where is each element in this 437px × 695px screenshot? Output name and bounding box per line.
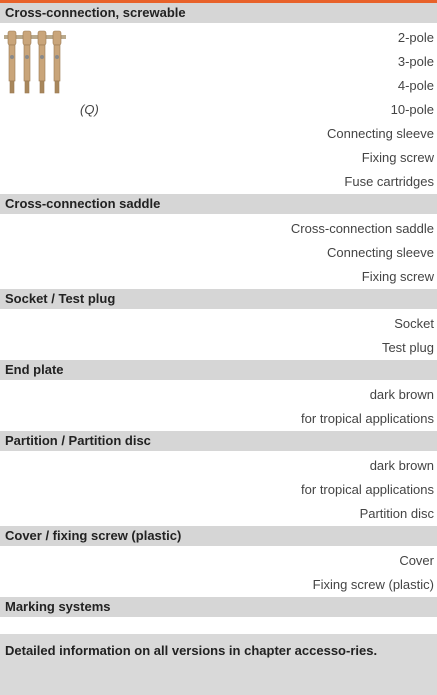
item: Fixing screw — [361, 150, 434, 165]
item: Connecting sleeve — [327, 126, 434, 141]
item: Fuse cartridges — [344, 174, 434, 189]
section: Cover / fixing screw (plastic) Cover Fixin… — [0, 526, 437, 597]
section: End plate dark brown for tropical applicat… — [0, 360, 437, 431]
item: Cover — [399, 553, 434, 568]
item: Test plug — [381, 340, 434, 355]
section: Cross-connection saddle Cross-connection … — [0, 194, 437, 289]
item: for tropical applications — [301, 411, 434, 426]
top-rule — [0, 0, 437, 3]
item: Partition disc — [359, 506, 434, 521]
section-header: Socket / Test plug — [0, 289, 437, 309]
footer-note: Detailed information on all versions in … — [0, 634, 437, 695]
item: Socket — [394, 316, 434, 331]
section: Cross-connection, screwable 2-pole 3-pole 4… — [0, 3, 437, 194]
section-header: Cross-connection saddle — [0, 194, 437, 214]
section-header: Cover / fixing screw (plastic) — [0, 526, 437, 546]
section-header: Marking systems — [0, 597, 437, 617]
item: dark brown — [369, 387, 434, 402]
item: 10-pole — [390, 102, 434, 117]
section-header: End plate — [0, 360, 437, 380]
section-header: Cross-connection, screwable — [0, 3, 437, 23]
section-header: Partition / Partition disc — [0, 431, 437, 451]
item: for tropical applications — [301, 482, 434, 497]
item: Fixing screw (plastic) — [312, 577, 434, 592]
section: Partition / Partition disc dark brown for … — [0, 431, 437, 526]
item: 4-pole — [397, 78, 434, 93]
item: Cross-connection saddle — [290, 221, 434, 236]
item: dark brown — [369, 458, 434, 473]
section: Socket / Test plug Socket Test plug — [0, 289, 437, 360]
item: Connecting sleeve — [327, 245, 434, 260]
image-caption: (Q) — [80, 102, 99, 117]
section: Marking systems — [0, 597, 437, 617]
item: 2-pole — [397, 30, 434, 45]
product-list: Cross-connection, screwable 2-pole 3-pole 4… — [0, 3, 437, 620]
product-image — [4, 30, 66, 94]
footer-text: Detailed information on all versions in … — [5, 643, 378, 658]
item: 3-pole — [397, 54, 434, 69]
item: Fixing screw — [361, 269, 434, 284]
